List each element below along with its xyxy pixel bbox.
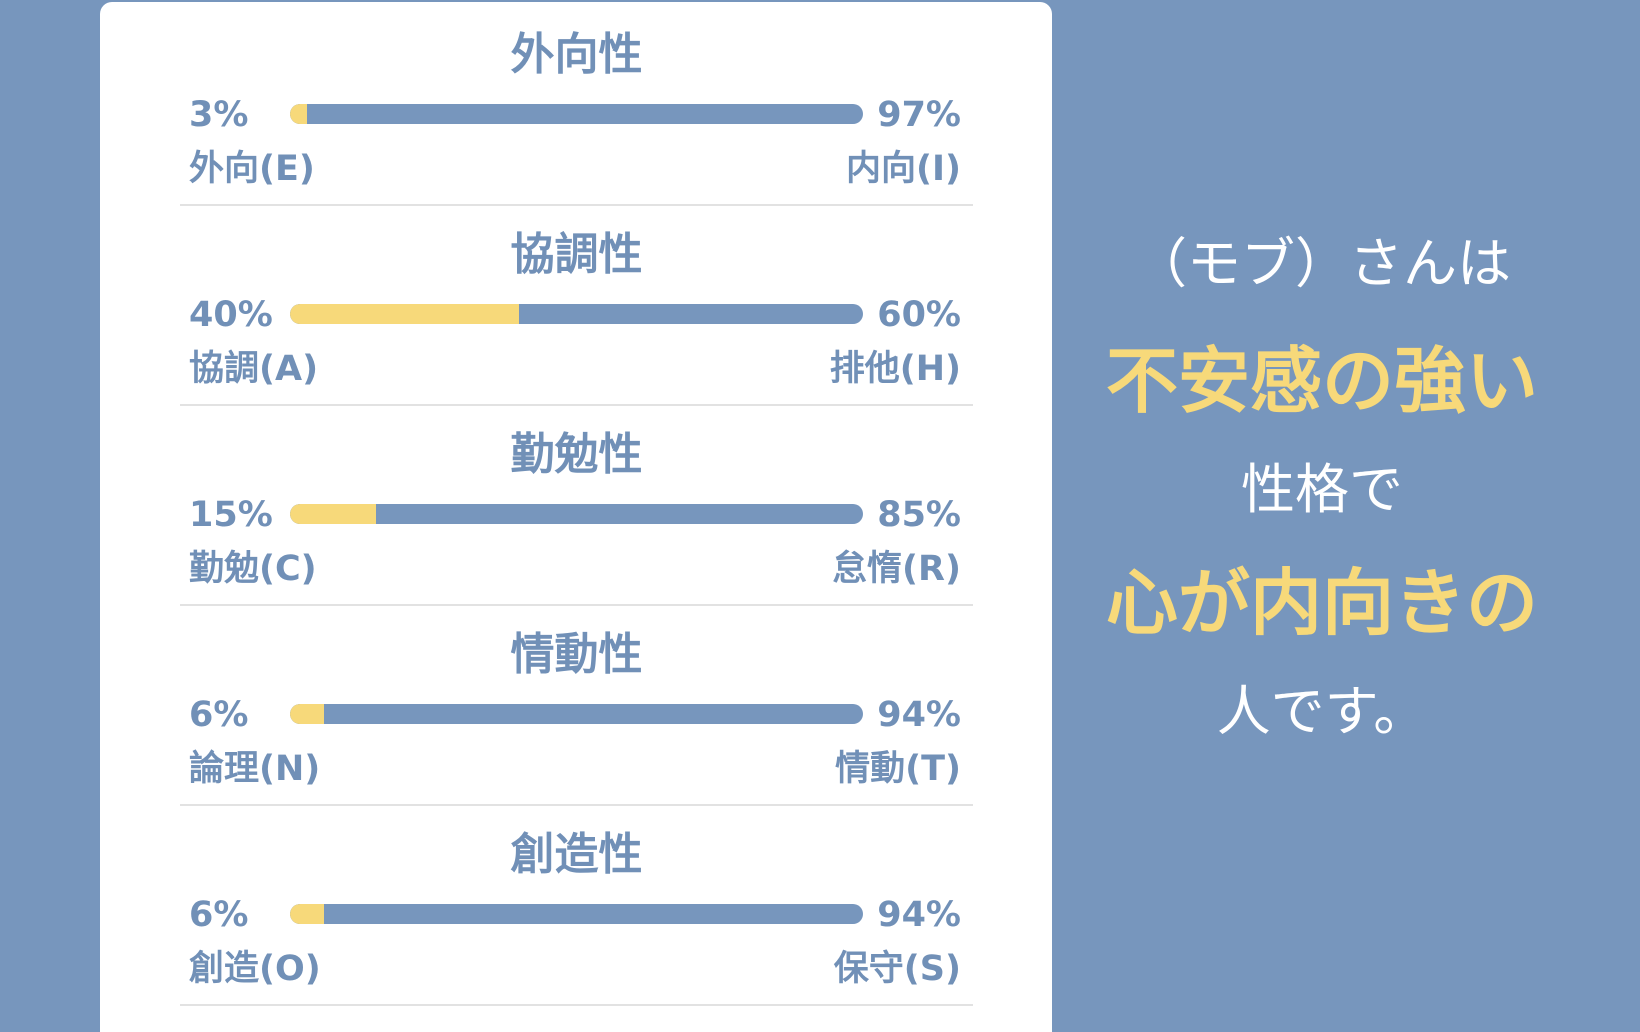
- trait-title: 情動性: [510, 629, 643, 680]
- trait-left-percent: 40%: [189, 295, 273, 335]
- trait-progress-bar: [290, 304, 863, 324]
- trait-progress-fill: [290, 704, 325, 724]
- summary-highlight-tendency: 心が内向きの: [1105, 560, 1538, 645]
- trait-progress-bar: [290, 104, 863, 124]
- trait-left-percent: 6%: [189, 895, 249, 935]
- trait-agreeableness: 協調性 40% 60% 協調(A) 排他(H): [180, 202, 973, 406]
- trait-progress-fill: [290, 504, 376, 524]
- trait-title: 外向性: [510, 29, 643, 80]
- trait-right-label: 保守(S): [833, 949, 961, 989]
- trait-right-label: 内向(I): [845, 149, 961, 189]
- trait-title: 創造性: [510, 829, 643, 880]
- trait-left-label: 外向(E): [189, 149, 315, 189]
- trait-progress-fill: [290, 104, 308, 124]
- trait-progress-fill: [290, 904, 325, 924]
- trait-progress-bar: [290, 504, 863, 524]
- trait-title: 勤勉性: [510, 429, 643, 480]
- trait-creativity: 創造性 6% 94% 創造(O) 保守(S): [180, 802, 973, 1006]
- trait-right-percent: 94%: [877, 695, 961, 735]
- trait-right-label: 怠惰(R): [832, 549, 961, 589]
- trait-right-percent: 94%: [877, 895, 961, 935]
- trait-emotionality: 情動性 6% 94% 論理(N) 情動(T): [180, 602, 973, 806]
- trait-left-label: 協調(A): [189, 349, 319, 389]
- trait-right-percent: 85%: [877, 495, 961, 535]
- trait-progress-bar: [290, 704, 863, 724]
- trait-conscientiousness: 勤勉性 15% 85% 勤勉(C) 怠惰(R): [180, 402, 973, 606]
- trait-left-percent: 6%: [189, 695, 249, 735]
- summary-highlight-trait: 不安感の強い: [1105, 338, 1538, 423]
- trait-progress-fill: [290, 304, 520, 324]
- trait-left-label: 勤勉(C): [189, 549, 317, 589]
- trait-left-label: 創造(O): [189, 949, 321, 989]
- summary-connector-line: 性格で: [1241, 458, 1403, 521]
- trait-left-percent: 3%: [189, 95, 249, 135]
- trait-right-label: 情動(T): [835, 749, 961, 789]
- trait-right-percent: 97%: [877, 95, 961, 135]
- traits-card: 外向性 3% 97% 外向(E) 内向(I) 協調性 40% 60% 協調(A)…: [100, 2, 1052, 1032]
- trait-progress-bar: [290, 904, 863, 924]
- trait-right-percent: 60%: [877, 295, 961, 335]
- trait-extraversion: 外向性 3% 97% 外向(E) 内向(I): [180, 2, 973, 206]
- trait-left-percent: 15%: [189, 495, 273, 535]
- trait-title: 協調性: [510, 229, 643, 280]
- summary-name-line: （モブ）さんは: [1133, 232, 1511, 295]
- trait-left-label: 論理(N): [189, 749, 321, 789]
- summary-closing-line: 人です。: [1216, 680, 1428, 743]
- trait-right-label: 排他(H): [829, 349, 961, 389]
- personality-summary: （モブ）さんは 不安感の強い 性格で 心が内向きの 人です。: [1052, 0, 1640, 1032]
